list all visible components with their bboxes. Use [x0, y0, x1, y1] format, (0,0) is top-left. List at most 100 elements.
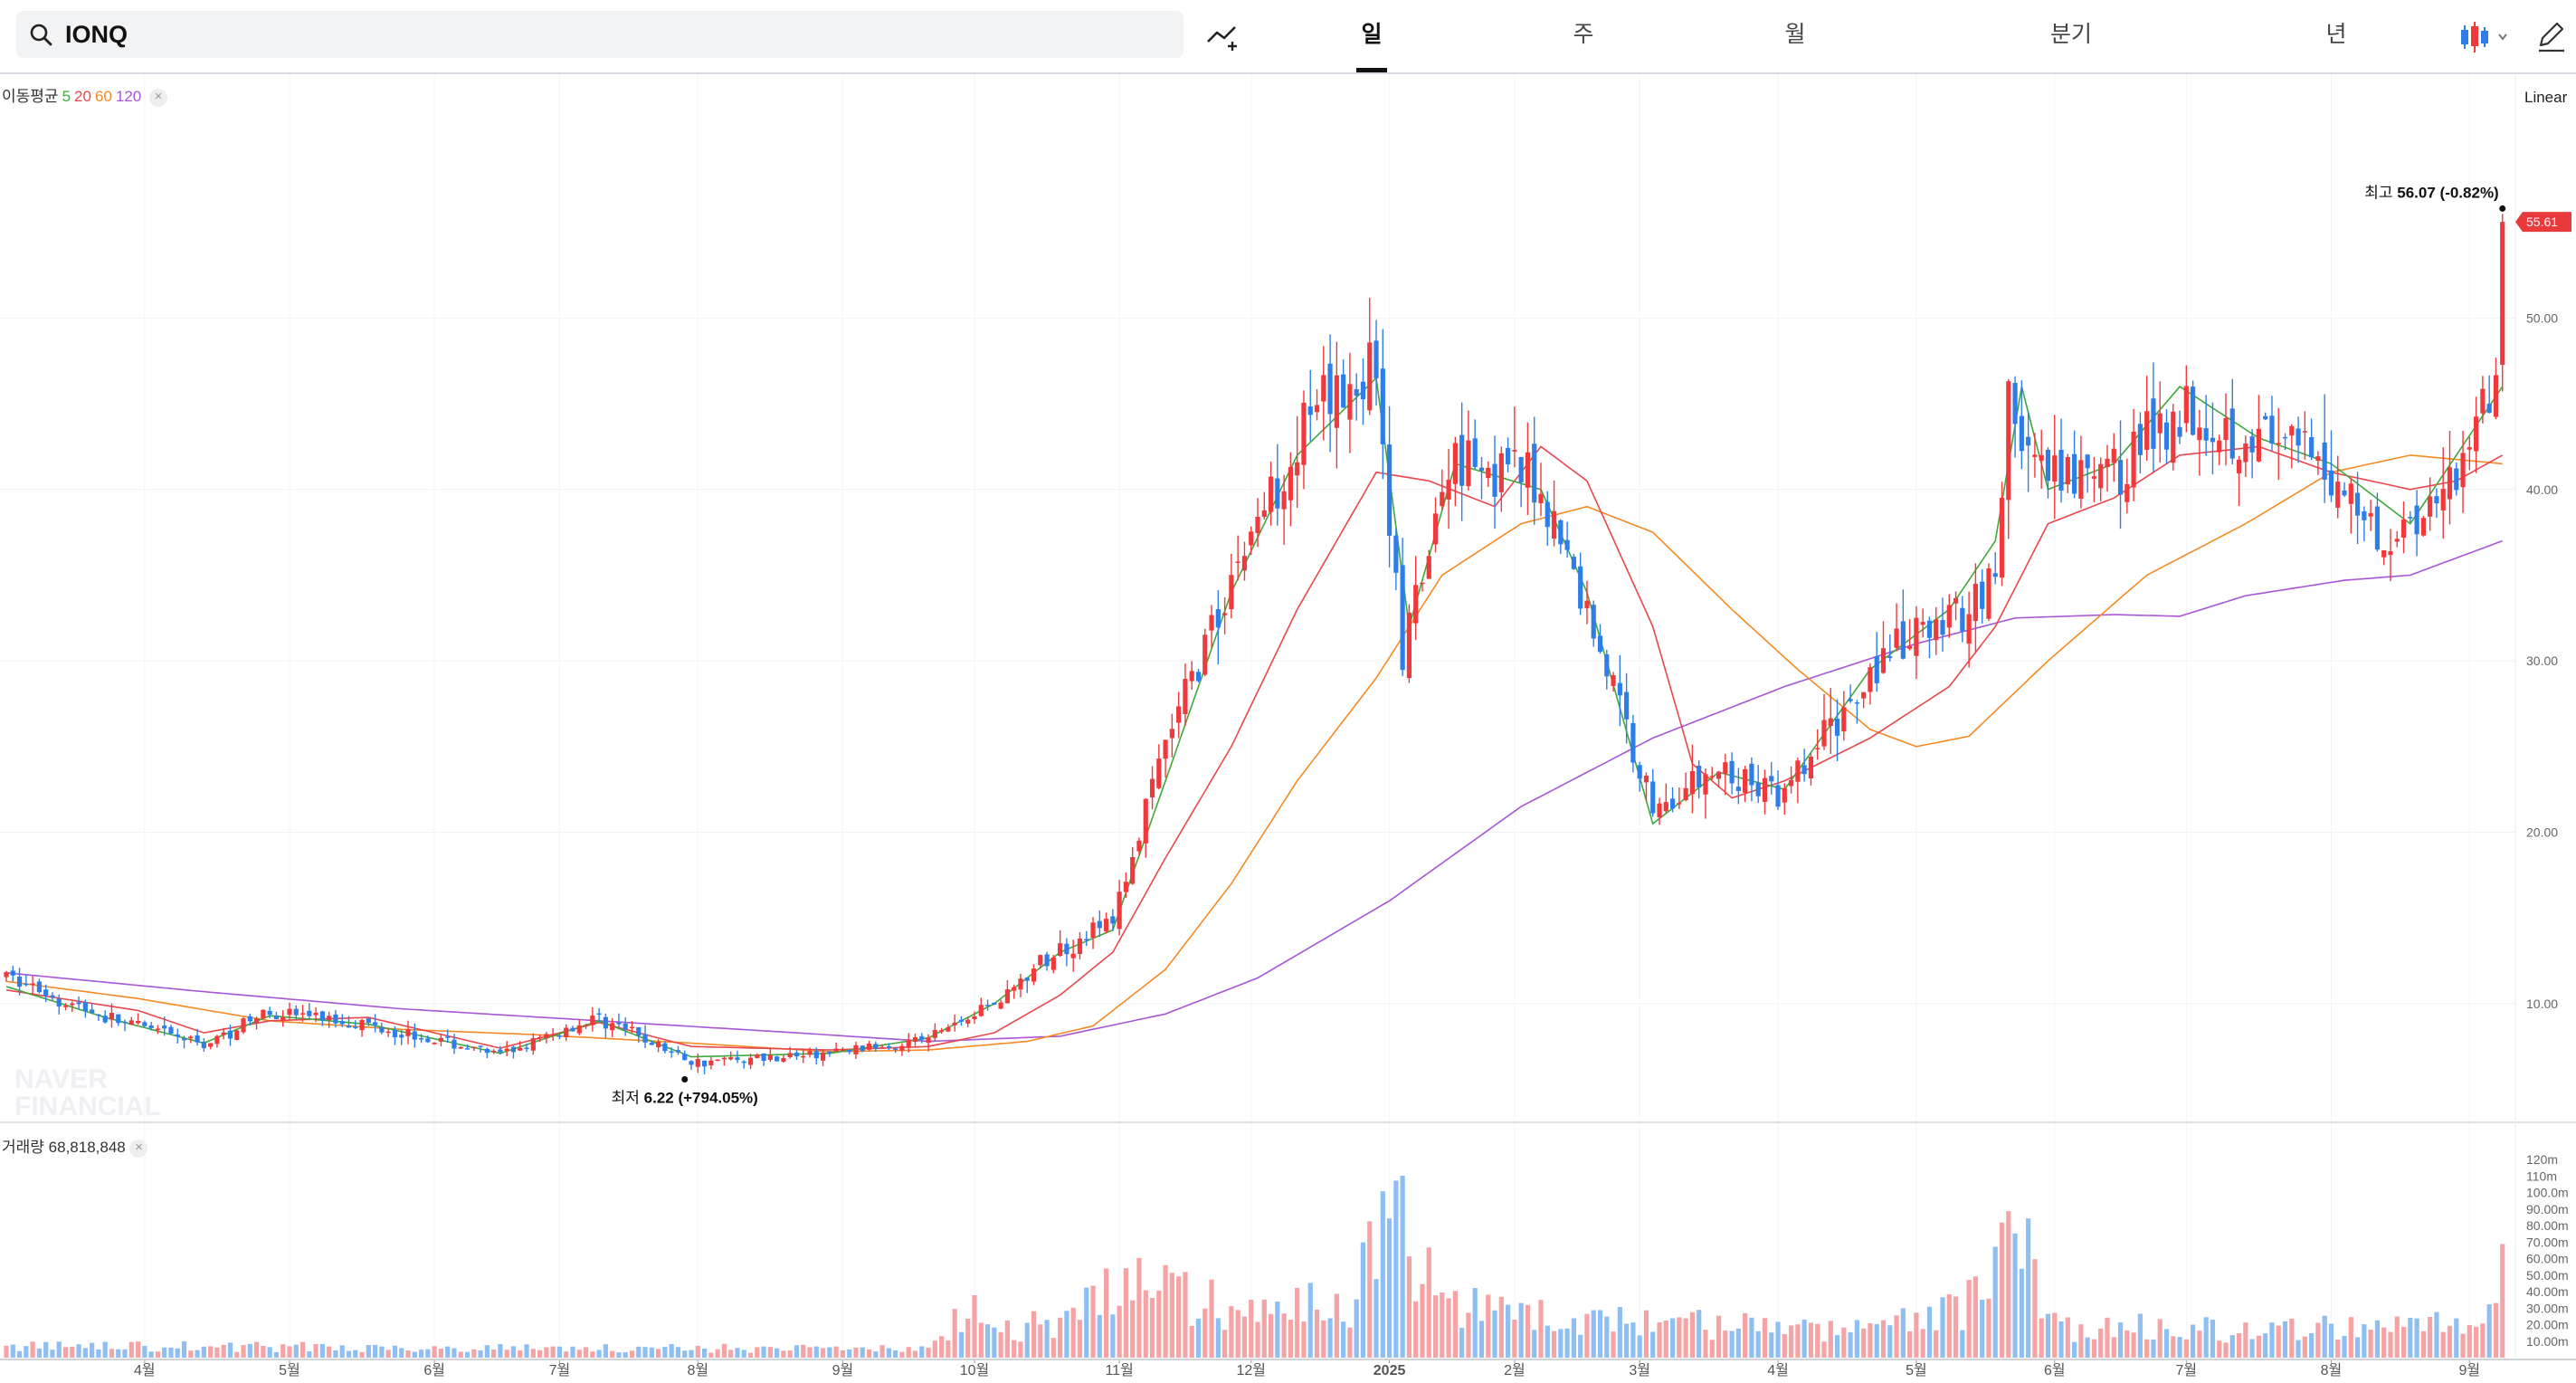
- candle-body: [1143, 798, 1148, 844]
- time-tick-label: 12월: [1236, 1362, 1266, 1378]
- volume-bar: [932, 1340, 937, 1358]
- candle-body: [2328, 470, 2334, 496]
- candle-body: [649, 1043, 654, 1045]
- candle-body: [807, 1051, 813, 1055]
- volume-bar: [2408, 1318, 2413, 1358]
- candle-body: [1031, 968, 1037, 982]
- volume-tick-label: 70.00m: [2526, 1235, 2569, 1249]
- volume-bar: [886, 1348, 891, 1358]
- candle-body: [2374, 506, 2381, 550]
- volume-bar: [4, 1345, 9, 1358]
- volume-bar: [701, 1348, 708, 1358]
- volume-bar: [1854, 1320, 1859, 1358]
- candle-body: [675, 1050, 681, 1053]
- volume-bar: [1597, 1310, 1603, 1358]
- volume-bar: [537, 1350, 543, 1358]
- volume-bar: [181, 1341, 187, 1358]
- candle-body: [478, 1045, 483, 1047]
- volume-bar: [2460, 1333, 2466, 1358]
- candle-body: [201, 1041, 206, 1049]
- volume-bar: [438, 1348, 444, 1358]
- ma5-line: [5, 377, 2504, 1058]
- candle-body: [1815, 748, 1820, 749]
- candle-body: [333, 1014, 338, 1024]
- volume-bar: [2322, 1315, 2327, 1358]
- pencil-icon[interactable]: [2535, 18, 2568, 54]
- volume-bar: [504, 1350, 509, 1358]
- volume-bar: [1795, 1324, 1801, 1358]
- candle-body: [1393, 535, 1399, 573]
- volume-bar: [926, 1347, 931, 1358]
- volume-bar: [1295, 1287, 1300, 1358]
- candle-body: [1841, 707, 1847, 732]
- volume-bar: [755, 1347, 760, 1358]
- candle-body: [1024, 978, 1030, 981]
- volume-bar: [1848, 1332, 1853, 1358]
- volume-bar: [247, 1343, 252, 1358]
- tab-daily[interactable]: 일: [1348, 0, 1395, 72]
- close-ma-legend-icon[interactable]: ×: [148, 88, 167, 107]
- candle-body: [1538, 493, 1544, 503]
- volume-bar: [735, 1348, 740, 1358]
- volume-bar: [1222, 1330, 1228, 1358]
- volume-bar: [142, 1345, 147, 1358]
- candle-body: [1103, 919, 1109, 931]
- candle-body: [307, 1010, 312, 1016]
- candle-body: [2019, 415, 2024, 452]
- volume-bar: [1861, 1328, 1867, 1358]
- candle-body: [2381, 549, 2387, 558]
- volume-bar: [1374, 1279, 1379, 1358]
- volume-bar: [1466, 1312, 1471, 1358]
- scale-mode-toggle[interactable]: Linear: [2524, 89, 2568, 106]
- tab-weekly[interactable]: 주: [1573, 22, 1594, 47]
- search-icon: [30, 24, 52, 46]
- candle-body: [464, 1048, 471, 1050]
- volume-bar: [333, 1350, 338, 1358]
- candle-body: [1275, 478, 1280, 509]
- candle-body: [1110, 916, 1116, 924]
- volume-bar: [1077, 1320, 1083, 1358]
- volume-bar: [201, 1346, 206, 1358]
- close-volume-legend-icon[interactable]: ×: [129, 1139, 148, 1158]
- candle-body: [2091, 476, 2097, 479]
- candle-body: [1097, 920, 1102, 929]
- candle-body: [2117, 460, 2124, 495]
- volume-bar: [2052, 1312, 2058, 1358]
- volume-bar: [1432, 1295, 1439, 1358]
- candle-body: [2388, 551, 2393, 556]
- candle-body: [379, 1027, 385, 1033]
- candle-body: [162, 1025, 167, 1029]
- volume-bar: [1617, 1307, 1622, 1358]
- tab-quarterly[interactable]: 분기: [2049, 22, 2092, 47]
- volume-bar: [2276, 1325, 2281, 1358]
- candle-body: [1591, 605, 1596, 639]
- volume-bar: [1643, 1310, 1649, 1358]
- candlestick-icon[interactable]: [2459, 18, 2515, 56]
- time-tick-label: 8월: [687, 1362, 708, 1378]
- price-tick-label: 10.00: [2526, 997, 2558, 1011]
- search-input[interactable]: [65, 11, 1151, 58]
- candle-body: [636, 1026, 642, 1036]
- volume-bar: [1808, 1322, 1814, 1358]
- volume-bar: [1281, 1313, 1287, 1358]
- price-chart[interactable]: NAVER FINANCIAL 10.00 20.00 30.00 40.00 50.0…: [0, 74, 2576, 1383]
- candle-body: [1874, 655, 1879, 683]
- volume-bar: [899, 1351, 905, 1358]
- volume-bar: [392, 1345, 398, 1358]
- search-box[interactable]: [16, 11, 1183, 58]
- tab-yearly[interactable]: 년: [2325, 22, 2347, 47]
- candle-body: [1960, 607, 1965, 632]
- volume-bar: [1788, 1325, 1794, 1358]
- volume-bar: [1478, 1321, 1485, 1358]
- candle-body: [432, 1042, 437, 1044]
- volume-tick-label: 100.0m: [2526, 1186, 2569, 1200]
- add-indicator-icon[interactable]: [1205, 18, 1241, 54]
- volume-bar: [1880, 1320, 1887, 1358]
- candle-body: [1241, 556, 1248, 571]
- tab-monthly[interactable]: 월: [1784, 22, 1806, 47]
- volume-bar: [2414, 1318, 2419, 1358]
- candle-body: [1136, 840, 1142, 852]
- volume-bar: [2243, 1322, 2248, 1358]
- candle-body: [1532, 444, 1537, 503]
- volume-bar: [1400, 1175, 1405, 1358]
